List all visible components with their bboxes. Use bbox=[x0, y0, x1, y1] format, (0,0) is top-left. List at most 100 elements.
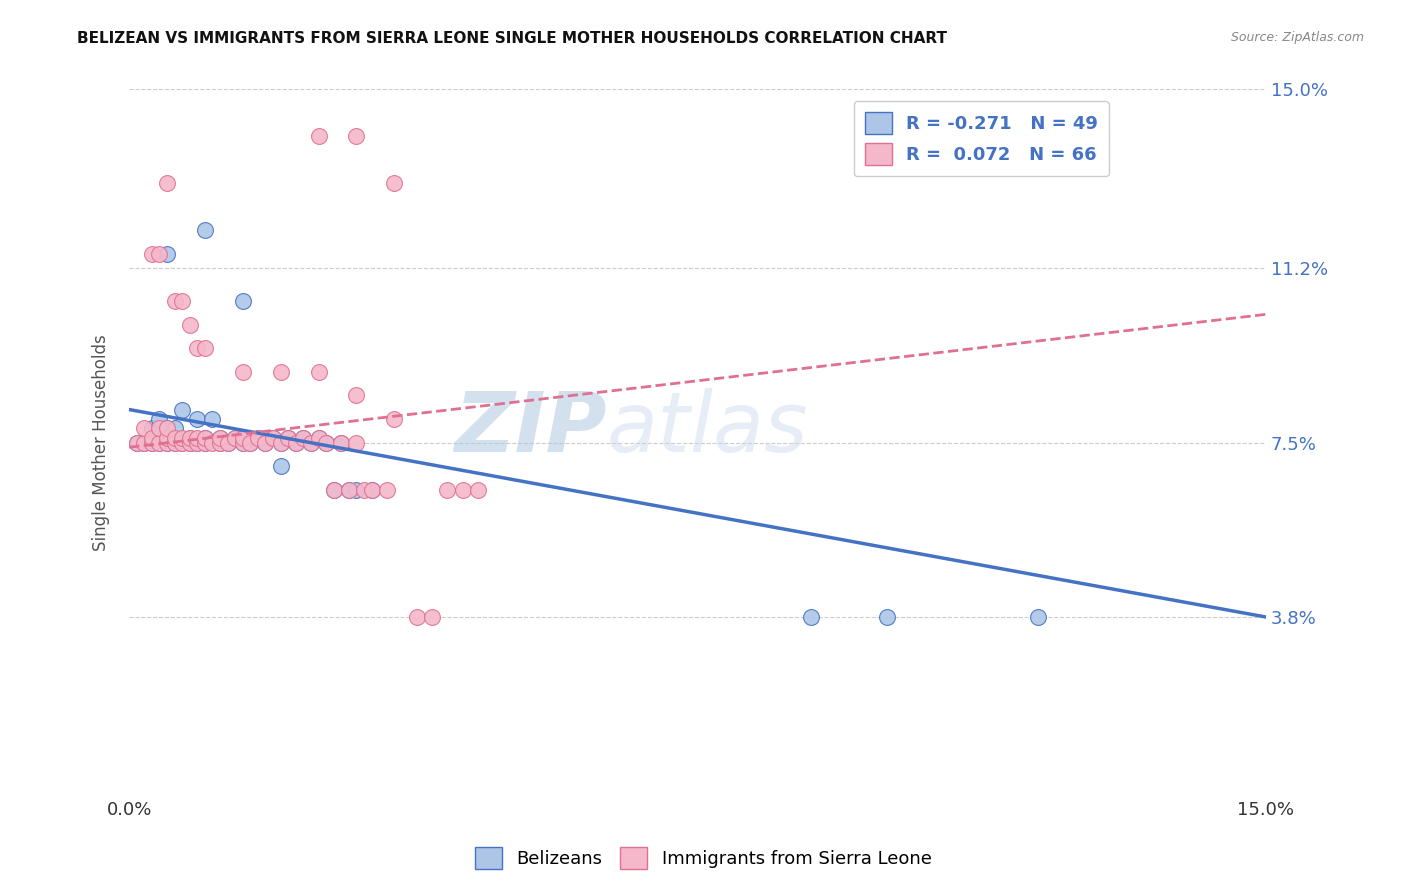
Point bbox=[284, 435, 307, 450]
Point bbox=[239, 435, 262, 450]
Point bbox=[406, 610, 429, 624]
Point bbox=[194, 435, 217, 450]
Point bbox=[179, 435, 201, 450]
Point bbox=[232, 435, 254, 450]
Point bbox=[337, 483, 360, 497]
Point bbox=[186, 431, 208, 445]
Point bbox=[344, 388, 367, 402]
Point bbox=[163, 421, 186, 435]
Point bbox=[360, 483, 382, 497]
Point bbox=[344, 483, 367, 497]
Point bbox=[344, 435, 367, 450]
Point bbox=[246, 431, 269, 445]
Point bbox=[382, 176, 405, 190]
Point bbox=[284, 435, 307, 450]
Point bbox=[156, 247, 179, 261]
Point bbox=[179, 431, 201, 445]
Text: BELIZEAN VS IMMIGRANTS FROM SIERRA LEONE SINGLE MOTHER HOUSEHOLDS CORRELATION CH: BELIZEAN VS IMMIGRANTS FROM SIERRA LEONE… bbox=[77, 31, 948, 46]
Point bbox=[208, 435, 231, 450]
Point bbox=[315, 435, 337, 450]
Point bbox=[141, 435, 163, 450]
Point bbox=[360, 483, 382, 497]
Point bbox=[134, 435, 156, 450]
Point bbox=[163, 435, 186, 450]
Point bbox=[262, 431, 284, 445]
Point bbox=[179, 318, 201, 332]
Point bbox=[262, 431, 284, 445]
Point bbox=[876, 610, 898, 624]
Point bbox=[270, 435, 292, 450]
Point bbox=[156, 431, 179, 445]
Point bbox=[148, 421, 170, 435]
Point bbox=[156, 435, 179, 450]
Point bbox=[172, 431, 194, 445]
Point bbox=[254, 435, 277, 450]
Point bbox=[270, 459, 292, 474]
Point bbox=[467, 483, 489, 497]
Point bbox=[299, 435, 322, 450]
Point bbox=[194, 431, 217, 445]
Text: atlas: atlas bbox=[606, 388, 808, 469]
Point bbox=[239, 435, 262, 450]
Point bbox=[232, 431, 254, 445]
Point bbox=[436, 483, 458, 497]
Point bbox=[194, 435, 217, 450]
Point bbox=[232, 431, 254, 445]
Point bbox=[201, 412, 224, 426]
Point bbox=[277, 431, 299, 445]
Point bbox=[125, 435, 148, 450]
Point bbox=[208, 435, 231, 450]
Point bbox=[382, 412, 405, 426]
Point bbox=[217, 435, 239, 450]
Legend: R = -0.271   N = 49, R =  0.072   N = 66: R = -0.271 N = 49, R = 0.072 N = 66 bbox=[853, 102, 1109, 177]
Point bbox=[194, 431, 217, 445]
Point bbox=[163, 294, 186, 309]
Point bbox=[337, 483, 360, 497]
Point bbox=[156, 421, 179, 435]
Point bbox=[308, 129, 330, 144]
Point bbox=[232, 435, 254, 450]
Point bbox=[172, 402, 194, 417]
Point bbox=[420, 610, 443, 624]
Point bbox=[141, 435, 163, 450]
Point bbox=[451, 483, 474, 497]
Point bbox=[330, 435, 353, 450]
Point bbox=[308, 431, 330, 445]
Legend: Belizeans, Immigrants from Sierra Leone: Belizeans, Immigrants from Sierra Leone bbox=[467, 839, 939, 876]
Point bbox=[156, 421, 179, 435]
Point bbox=[299, 435, 322, 450]
Point bbox=[141, 431, 163, 445]
Y-axis label: Single Mother Households: Single Mother Households bbox=[93, 334, 110, 551]
Point bbox=[179, 435, 201, 450]
Point bbox=[308, 431, 330, 445]
Point bbox=[148, 435, 170, 450]
Point bbox=[322, 483, 344, 497]
Point bbox=[344, 129, 367, 144]
Point bbox=[186, 412, 208, 426]
Point bbox=[270, 365, 292, 379]
Point bbox=[163, 435, 186, 450]
Point bbox=[800, 610, 823, 624]
Text: Source: ZipAtlas.com: Source: ZipAtlas.com bbox=[1230, 31, 1364, 45]
Point bbox=[1028, 610, 1050, 624]
Point bbox=[125, 435, 148, 450]
Point bbox=[224, 431, 246, 445]
Point bbox=[172, 294, 194, 309]
Point bbox=[232, 294, 254, 309]
Point bbox=[179, 431, 201, 445]
Point bbox=[172, 435, 194, 450]
Point bbox=[254, 435, 277, 450]
Point bbox=[208, 431, 231, 445]
Point bbox=[315, 435, 337, 450]
Point bbox=[232, 365, 254, 379]
Point bbox=[186, 341, 208, 355]
Point bbox=[292, 431, 315, 445]
Point bbox=[148, 412, 170, 426]
Point bbox=[277, 431, 299, 445]
Point bbox=[375, 483, 398, 497]
Point bbox=[156, 435, 179, 450]
Text: ZIP: ZIP bbox=[454, 388, 606, 469]
Point bbox=[172, 435, 194, 450]
Point bbox=[308, 365, 330, 379]
Point bbox=[156, 176, 179, 190]
